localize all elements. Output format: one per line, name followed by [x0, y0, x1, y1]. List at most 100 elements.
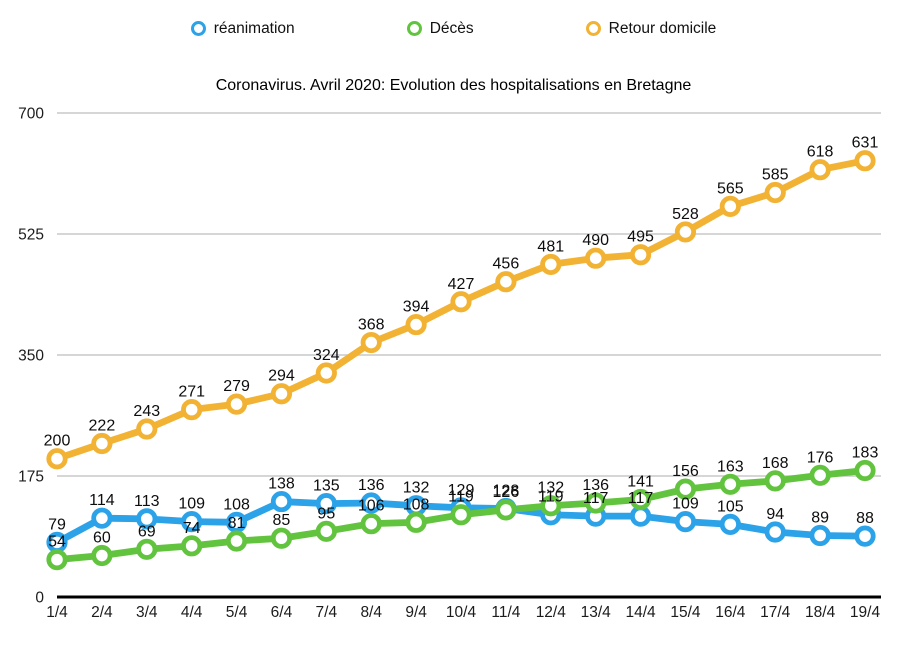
data-point-label: 490 [582, 232, 609, 249]
data-point-label: 117 [583, 490, 609, 507]
data-point [91, 507, 113, 529]
data-point-label: 132 [537, 480, 564, 497]
data-point-label: 294 [268, 368, 295, 385]
x-axis-label: 19/4 [850, 604, 881, 621]
data-point-label: 618 [807, 144, 834, 161]
data-point-label: 176 [807, 449, 834, 466]
data-point-label: 113 [134, 493, 160, 510]
x-axis-label: 11/4 [491, 604, 520, 621]
data-point [270, 527, 293, 549]
data-point-label: 114 [89, 492, 115, 509]
data-point-label: 108 [223, 496, 250, 513]
data-point [136, 508, 158, 530]
data-point [764, 470, 786, 492]
data-point [629, 244, 652, 266]
data-point [764, 521, 786, 543]
data-point [181, 511, 203, 533]
x-axis-label: 5/4 [226, 604, 248, 621]
x-axis-label: 17/4 [760, 604, 791, 621]
data-point-label: 481 [537, 238, 564, 255]
data-point [809, 524, 831, 547]
legend-label-retour-domicile: Retour domicile [608, 20, 717, 37]
deces-marker-icon [406, 21, 422, 37]
x-axis-label: 2/4 [91, 604, 113, 621]
data-point-label: 54 [48, 534, 66, 551]
data-point-label: 132 [403, 480, 430, 497]
data-point-label: 168 [762, 455, 789, 472]
data-point [854, 150, 876, 172]
data-point-label: 138 [268, 476, 295, 493]
legend-item-deces: Décès [406, 21, 474, 37]
data-point [46, 448, 68, 470]
data-point [719, 473, 741, 495]
data-point-label: 565 [717, 180, 744, 197]
y-axis-label: 700 [18, 106, 44, 123]
x-axis-label: 8/4 [360, 604, 382, 621]
data-point-label: 271 [178, 384, 205, 401]
retour-domicile-marker-icon [585, 21, 601, 37]
data-point-label: 324 [313, 347, 340, 364]
data-point [136, 418, 158, 440]
x-axis-label: 6/4 [271, 604, 293, 621]
data-point [540, 253, 562, 276]
data-point-label: 109 [178, 496, 205, 513]
data-point-label: 394 [403, 299, 430, 316]
data-point-label: 222 [89, 418, 116, 435]
data-point-label: 243 [133, 403, 160, 420]
data-point [809, 464, 831, 486]
data-point-label: 126 [493, 484, 520, 501]
data-point-label: 427 [448, 276, 475, 293]
data-point [540, 495, 562, 517]
data-point-label: 105 [717, 498, 744, 515]
data-point-label: 119 [538, 489, 564, 506]
data-point-label: 94 [766, 506, 784, 523]
data-point [585, 247, 607, 269]
data-point-label: 129 [448, 482, 475, 499]
data-point-label: 106 [358, 498, 385, 515]
data-point [629, 505, 652, 527]
x-axis-label: 4/4 [181, 604, 203, 621]
data-point-label: 585 [762, 167, 789, 184]
data-point [809, 159, 831, 181]
x-axis-label: 1/4 [46, 604, 68, 621]
data-point [315, 362, 337, 384]
data-point [405, 511, 427, 533]
data-point-label: 136 [582, 477, 609, 494]
data-point-label: 183 [852, 444, 879, 461]
data-point-label: 141 [627, 474, 654, 491]
data-point [270, 383, 293, 405]
legend-label-reanimation: réanimation [213, 20, 295, 37]
y-axis-label: 175 [18, 469, 44, 486]
data-point [91, 432, 113, 455]
data-point-label: 79 [48, 516, 66, 533]
data-point [719, 513, 741, 536]
data-point [360, 331, 382, 354]
data-point-label: 279 [223, 378, 250, 395]
data-point-label: 528 [672, 206, 699, 223]
y-axis-label: 0 [35, 590, 44, 607]
data-point-label: 117 [628, 490, 654, 507]
reanimation-marker-icon [190, 21, 206, 37]
x-axis-label: 9/4 [405, 604, 427, 621]
data-point-label: 128 [493, 482, 520, 499]
data-point [450, 291, 472, 313]
data-point [764, 181, 786, 204]
data-point-label: 81 [228, 515, 246, 532]
data-point-label: 74 [183, 520, 201, 537]
x-axis-label: 7/4 [316, 604, 338, 621]
data-point-label: 136 [358, 477, 385, 494]
legend-item-retour-domicile: Retour domicile [585, 20, 717, 37]
data-point-label: 368 [358, 317, 385, 334]
data-point [91, 544, 113, 567]
data-point [719, 195, 741, 217]
data-point [270, 490, 293, 513]
x-axis-label: 12/4 [536, 604, 567, 621]
data-point-label: 119 [448, 489, 474, 506]
data-point [854, 525, 876, 547]
x-axis-label: 3/4 [136, 604, 158, 621]
data-point-label: 109 [672, 496, 699, 513]
data-point [181, 399, 203, 421]
data-point-label: 69 [138, 523, 156, 540]
